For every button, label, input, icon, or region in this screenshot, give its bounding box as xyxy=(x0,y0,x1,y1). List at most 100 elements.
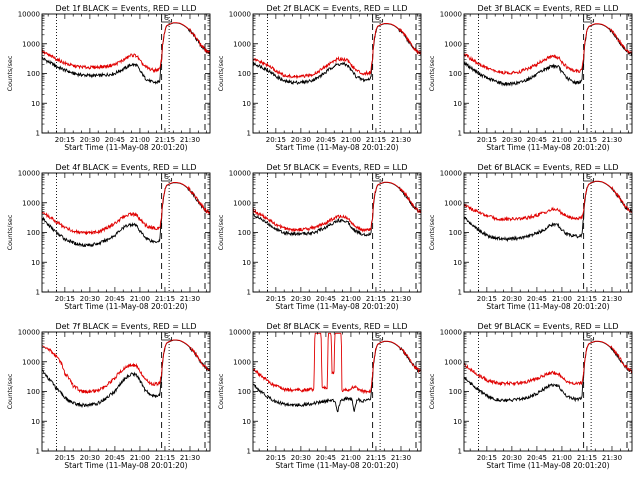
y-tick-label: 100 xyxy=(238,70,251,78)
annotation-bracket xyxy=(583,178,595,182)
x-tick-label: 21:15 xyxy=(577,136,597,144)
series-events-line xyxy=(42,22,210,85)
x-axis-label: Start Time (11-May-08 20:01:20) xyxy=(64,302,187,311)
panel-title: Det 2f BLACK = Events, RED = LLD xyxy=(266,4,407,13)
x-tick-label: 20:15 xyxy=(477,454,497,462)
annotation-label: S xyxy=(375,332,380,340)
y-tick-label: 1 xyxy=(247,289,251,297)
series-lld-line xyxy=(42,182,210,236)
x-tick-label: 21:30 xyxy=(180,454,200,462)
x-tick-label: 21:15 xyxy=(155,295,175,303)
plot-frame xyxy=(41,331,211,452)
y-tick-label: 100 xyxy=(27,229,40,237)
x-tick-label: 21:15 xyxy=(155,136,175,144)
x-tick-label: 20:30 xyxy=(291,295,311,303)
x-tick-label: 21:00 xyxy=(130,454,150,462)
y-tick-label: 10 xyxy=(242,259,251,267)
series-events-line xyxy=(464,341,632,403)
x-tick-label: 20:30 xyxy=(80,136,100,144)
y-tick-label: 1 xyxy=(247,130,251,138)
x-tick-label: 21:00 xyxy=(552,454,572,462)
plot-frame xyxy=(463,13,633,134)
x-tick-label: 21:00 xyxy=(130,295,150,303)
x-tick-label: 20:30 xyxy=(80,295,100,303)
series-lld-line xyxy=(42,339,210,394)
series-lld-line xyxy=(464,180,632,222)
y-tick-label: 1000 xyxy=(22,199,40,207)
x-tick-label: 21:30 xyxy=(180,295,200,303)
x-tick-label: 20:15 xyxy=(477,295,497,303)
y-axis-label: Counts/sec xyxy=(6,55,14,91)
y-tick-label: 1000 xyxy=(444,199,462,207)
annotation-bracket xyxy=(583,19,595,23)
y-tick-label: 10000 xyxy=(229,170,251,178)
y-tick-label: 100 xyxy=(27,70,40,78)
series-events-line xyxy=(253,23,421,85)
y-tick-label: 10000 xyxy=(18,329,40,337)
plot-area xyxy=(42,173,210,292)
y-axis-label: Counts/sec xyxy=(217,55,225,91)
annotation-label: S xyxy=(375,173,380,181)
annotation-label: S xyxy=(164,332,169,340)
x-tick-label: 21:00 xyxy=(341,136,361,144)
plot-frame xyxy=(463,331,633,452)
plot-area xyxy=(253,14,421,133)
x-tick-label: 20:15 xyxy=(266,136,286,144)
y-tick-label: 1 xyxy=(36,130,40,138)
annotation-bracket xyxy=(161,337,173,341)
x-tick-label: 21:30 xyxy=(602,136,622,144)
y-tick-label: 1 xyxy=(36,448,40,456)
series-lld-line xyxy=(42,22,210,74)
plot-frame xyxy=(41,13,211,134)
x-tick-label: 21:00 xyxy=(552,295,572,303)
series-lld-line xyxy=(253,23,421,80)
plot-area xyxy=(464,173,632,292)
annotation-bracket xyxy=(161,178,173,182)
panel-title: Det 9f BLACK = Events, RED = LLD xyxy=(477,322,618,331)
x-axis-label: Start Time (11-May-08 20:01:20) xyxy=(64,143,187,152)
annotation-bracket xyxy=(372,19,384,23)
y-tick-label: 10000 xyxy=(229,11,251,19)
annotation-label: S xyxy=(586,173,591,181)
y-tick-label: 100 xyxy=(27,388,40,396)
plot-area xyxy=(253,332,421,451)
plot-area xyxy=(464,332,632,451)
y-tick-label: 1000 xyxy=(22,358,40,366)
annotation-label: S xyxy=(164,14,169,22)
x-tick-label: 21:00 xyxy=(341,454,361,462)
x-tick-label: 21:15 xyxy=(577,295,597,303)
series-lld-line xyxy=(253,181,421,233)
y-axis-label: Counts/sec xyxy=(428,55,436,91)
x-tick-label: 20:30 xyxy=(502,295,522,303)
x-tick-label: 20:30 xyxy=(291,454,311,462)
x-tick-label: 21:15 xyxy=(366,454,386,462)
x-tick-label: 21:30 xyxy=(391,454,411,462)
series-events-line xyxy=(253,341,421,413)
plot-frame xyxy=(252,172,422,293)
x-axis-label: Start Time (11-May-08 20:01:20) xyxy=(275,461,398,470)
x-tick-label: 20:45 xyxy=(316,295,336,303)
y-tick-label: 10 xyxy=(453,418,462,426)
x-axis-label: Start Time (11-May-08 20:01:20) xyxy=(486,143,609,152)
y-tick-label: 1 xyxy=(247,448,251,456)
y-tick-label: 10 xyxy=(453,100,462,108)
y-tick-label: 10 xyxy=(242,418,251,426)
y-tick-label: 10 xyxy=(453,259,462,267)
y-tick-label: 100 xyxy=(238,388,251,396)
x-tick-label: 20:45 xyxy=(105,295,125,303)
y-tick-label: 100 xyxy=(449,229,462,237)
x-tick-label: 20:45 xyxy=(527,454,547,462)
y-tick-label: 10000 xyxy=(18,11,40,19)
x-tick-label: 21:15 xyxy=(155,454,175,462)
x-tick-label: 20:30 xyxy=(502,454,522,462)
y-tick-label: 100 xyxy=(449,388,462,396)
panel-title: Det 7f BLACK = Events, RED = LLD xyxy=(55,322,196,331)
y-tick-label: 1000 xyxy=(22,40,40,48)
x-tick-label: 21:15 xyxy=(366,136,386,144)
x-axis-label: Start Time (11-May-08 20:01:20) xyxy=(275,143,398,152)
panel-title: Det 6f BLACK = Events, RED = LLD xyxy=(477,163,618,172)
